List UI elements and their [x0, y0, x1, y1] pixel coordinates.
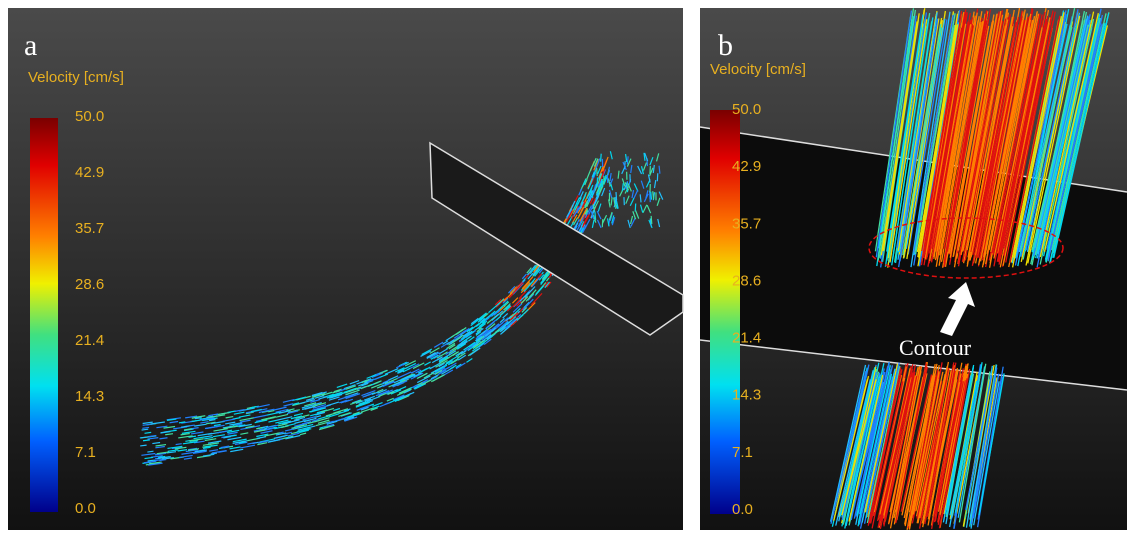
streamline — [597, 168, 598, 176]
streamline — [147, 451, 153, 452]
colorbar-tick-label: 42.9 — [732, 158, 761, 175]
streamline — [651, 216, 652, 224]
panel-label: a — [24, 29, 37, 62]
colorbar-tick-label: 14.3 — [732, 387, 761, 404]
colorbar-tick-label: 0.0 — [732, 501, 753, 518]
colorbar-tick-label: 7.1 — [732, 444, 753, 461]
colorbar-tick-label: 14.3 — [75, 388, 104, 405]
colorbar-title: Velocity [cm/s] — [28, 69, 124, 86]
streamline — [601, 154, 602, 162]
colorbar-tick-label: 35.7 — [75, 220, 104, 237]
colorbar-tick-label: 35.7 — [732, 215, 761, 232]
streamline — [615, 197, 616, 205]
streamline — [653, 191, 654, 199]
streamline — [616, 192, 617, 200]
panel-a: a Velocity [cm/s] 50.0 42.9 35.7 28.6 21.4 14… — [8, 8, 683, 530]
streamline — [659, 166, 660, 174]
annotation: Contour — [899, 335, 972, 360]
colorbar-tick-label: 0.0 — [75, 500, 96, 517]
colorbar-title: Velocity [cm/s] — [710, 61, 806, 78]
colorbar-tick-label: 7.1 — [75, 444, 96, 461]
colorbar-tick-label: 21.4 — [732, 330, 761, 347]
streamline — [651, 192, 652, 200]
streamline — [627, 156, 628, 164]
streamline — [635, 203, 636, 211]
streamline — [140, 445, 146, 446]
colorbar-tick-label: 21.4 — [75, 332, 104, 349]
colorbar-tick-label: 28.6 — [75, 276, 104, 293]
colorbar-tick-label: 50.0 — [75, 108, 104, 125]
figure: a Velocity [cm/s] 50.0 42.9 35.7 28.6 21.4 14… — [0, 0, 1134, 534]
panel-label: b — [718, 29, 733, 62]
colorbar-tick-label: 42.9 — [75, 164, 104, 181]
colorbar — [30, 118, 58, 512]
colorbar-tick-label: 28.6 — [732, 272, 761, 289]
panel-b: Contour b Velocity [cm/s] 50.0 42.9 35.7 28… — [700, 8, 1127, 530]
colorbar-tick-label: 50.0 — [732, 101, 761, 118]
